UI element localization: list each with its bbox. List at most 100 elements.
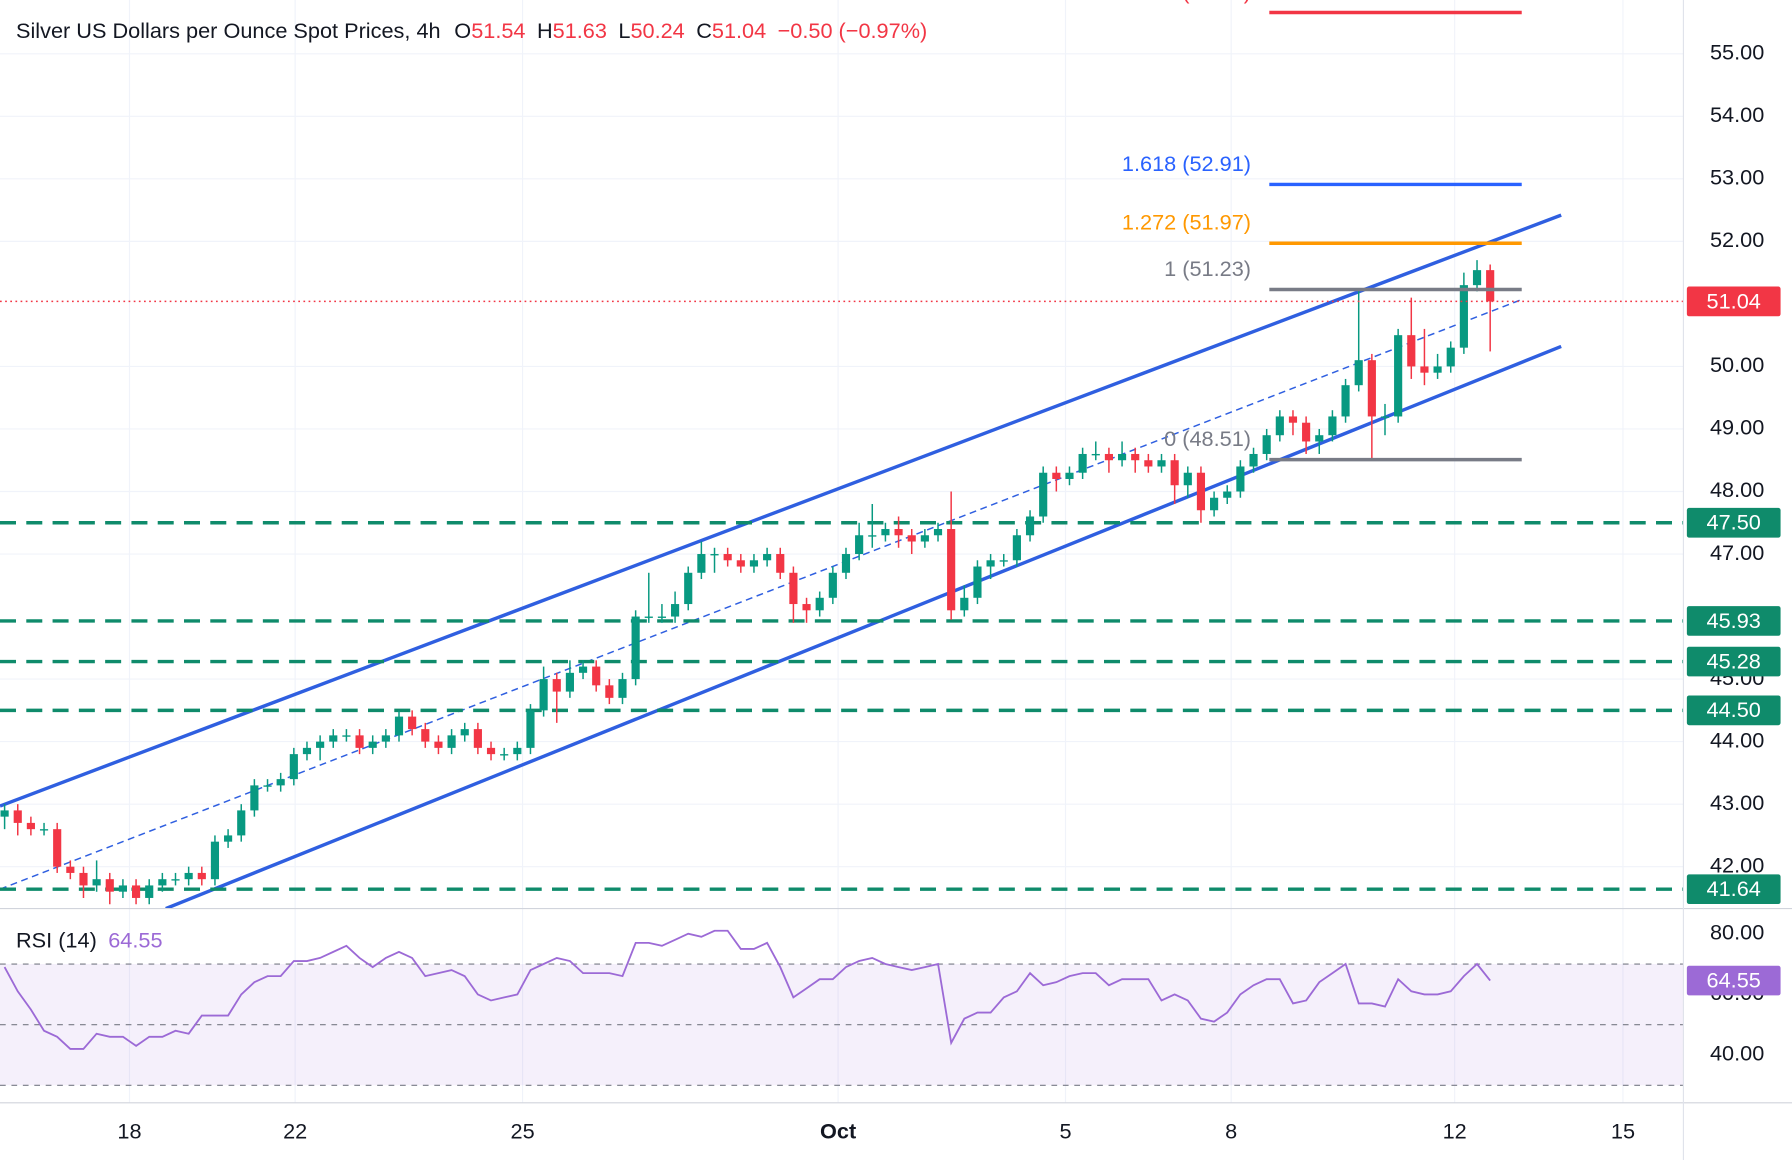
ohlc-value: 51.63 — [553, 18, 607, 43]
y-tick-label: 55.00 — [1710, 40, 1764, 65]
candle-body — [855, 535, 864, 555]
candle-body — [986, 560, 995, 567]
level-label-box — [1686, 874, 1781, 905]
ohlc-key: H — [537, 18, 553, 43]
rsi-tick-label: 80.00 — [1710, 919, 1764, 944]
candle-body — [933, 529, 943, 536]
level-label-box — [1686, 606, 1781, 636]
candle-body — [13, 810, 22, 823]
ohlc-key: O — [454, 18, 471, 43]
candle-body — [79, 872, 88, 886]
candle-body — [1236, 466, 1245, 492]
candle-body — [1131, 453, 1140, 461]
candle-body — [802, 604, 811, 611]
candle-body — [1183, 472, 1192, 486]
candle-body — [881, 529, 890, 536]
candle-body — [473, 729, 482, 748]
candle-body — [1157, 460, 1166, 467]
candle-body — [973, 566, 982, 598]
candle-body — [53, 829, 62, 867]
candle-body — [657, 616, 667, 618]
candle-body — [1433, 366, 1442, 373]
rsi-legend: RSI (14) 64.55 — [16, 927, 163, 952]
candle-body — [789, 572, 798, 605]
candle-body — [1025, 516, 1035, 536]
candle-body — [999, 560, 1008, 562]
y-tick-label: 43.00 — [1710, 790, 1764, 815]
candle-body — [868, 535, 877, 537]
rsi-tick-label: 40.00 — [1710, 1041, 1764, 1066]
candle-body — [0, 810, 9, 817]
candle-body — [486, 747, 496, 755]
level-label: 41.64 — [1707, 876, 1761, 901]
level-label: 45.93 — [1707, 608, 1761, 633]
candle-body — [210, 841, 220, 880]
candle-body — [355, 735, 364, 748]
candle-body — [1091, 453, 1100, 456]
ohlc-value: 51.54 — [471, 18, 525, 43]
candle-body — [1341, 385, 1350, 417]
candle-body — [684, 572, 693, 605]
candle-body — [237, 810, 246, 836]
x-tick-label: 12 — [1443, 1118, 1467, 1143]
ohlc-key: C — [696, 18, 712, 43]
candle-body — [644, 616, 653, 618]
fib-label: 0 (48.51) — [1164, 426, 1251, 451]
x-tick-label: 8 — [1225, 1118, 1237, 1143]
candle-body — [158, 879, 167, 886]
level-label: 47.50 — [1707, 510, 1761, 535]
candle-body — [145, 885, 154, 898]
candle-body — [105, 879, 114, 892]
candle-body — [1354, 360, 1363, 386]
candle-body — [526, 710, 535, 748]
fib-label: 1 (51.23) — [1164, 256, 1251, 281]
candle-body — [394, 716, 404, 736]
price-label-box — [1686, 286, 1781, 317]
fib-label: 1.618 (52.91) — [1122, 151, 1251, 176]
y-tick-label: 48.00 — [1710, 477, 1764, 502]
candle-body — [447, 735, 456, 748]
candle-body — [749, 560, 759, 567]
x-tick-label: 5 — [1059, 1118, 1071, 1143]
candle-body — [1446, 347, 1455, 367]
candle-body — [1065, 472, 1074, 479]
candle-body — [920, 535, 929, 542]
candle-body — [197, 872, 206, 880]
candle-body — [960, 597, 969, 611]
candle-body — [697, 554, 706, 573]
y-tick-label: 54.00 — [1710, 102, 1764, 127]
candle-body — [329, 735, 338, 742]
level-label-box — [1686, 646, 1781, 677]
candle-body — [1117, 453, 1127, 461]
candle-body — [1380, 416, 1390, 418]
candle-body — [184, 872, 193, 880]
change: −0.50 (−0.97%) — [778, 18, 928, 43]
candle-body — [302, 747, 312, 755]
level-label-box — [1686, 507, 1781, 538]
candle-body — [776, 554, 785, 573]
candle-body — [92, 879, 101, 886]
candle-body — [1459, 285, 1468, 348]
rsi-value-label: 64.55 — [1707, 967, 1761, 992]
trend-line — [165, 344, 1562, 909]
rsi-label-box — [1686, 965, 1781, 996]
candle-body — [1196, 472, 1206, 511]
candle-body — [460, 729, 469, 736]
candle-body — [66, 866, 75, 873]
x-tick-label: 25 — [511, 1118, 535, 1143]
x-tick-label: 15 — [1611, 1118, 1635, 1143]
candle-body — [408, 716, 417, 730]
candle-body — [1078, 453, 1087, 473]
candle-body — [618, 679, 627, 698]
candle-body — [578, 666, 588, 673]
candle-body — [263, 785, 272, 787]
candle-body — [1249, 453, 1258, 467]
candle-body — [224, 835, 233, 842]
chart-header: Silver US Dollars per Ounce Spot Prices,… — [16, 18, 927, 43]
x-tick-label: Oct — [820, 1118, 856, 1143]
candle-body — [500, 754, 509, 756]
candle-body — [171, 879, 180, 881]
candle-body — [763, 554, 772, 561]
rsi-line — [3, 929, 1491, 1050]
